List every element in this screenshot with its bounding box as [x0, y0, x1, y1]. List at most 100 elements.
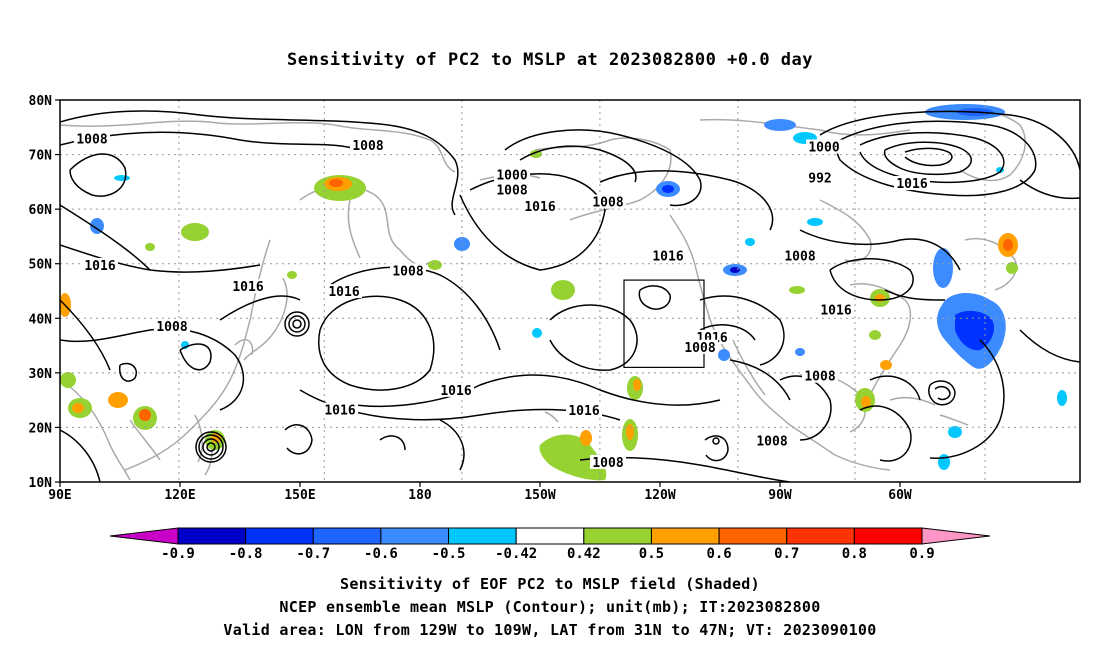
- lat-label: 40N: [29, 312, 53, 327]
- colorbar-low-arrow: [109, 527, 179, 545]
- colorbar-tick-label: 0.6: [706, 546, 731, 562]
- colorbar-box: [583, 527, 652, 545]
- lon-label: 150W: [524, 488, 555, 503]
- contour-label: 1008: [496, 184, 527, 199]
- contour-label: 1008: [392, 264, 423, 279]
- colorbar-tick-label: -0.42: [495, 546, 537, 562]
- colorbar-box: [786, 527, 855, 545]
- colorbar-tick-label: -0.9: [161, 546, 195, 562]
- caption-valid-area: Valid area: LON from 129W to 109W, LAT f…: [223, 621, 877, 639]
- lon-label: 60W: [888, 488, 912, 503]
- contour-label-bg: [682, 339, 718, 354]
- colorbar-box: [853, 527, 923, 545]
- lat-label: 30N: [29, 367, 53, 382]
- colorbar-tick-label: -0.6: [364, 546, 398, 562]
- longitude-axis: 90E 120E 150E 180 150W 120W 90W 60W: [48, 482, 912, 503]
- contour-label: 1016: [232, 280, 263, 295]
- colorbar-tick-label: 0.5: [639, 546, 664, 562]
- colorbar-box: [718, 527, 788, 545]
- contour-label: 1008: [784, 250, 815, 265]
- contour-label: 1008: [352, 139, 383, 154]
- contour-label: 1016: [652, 250, 683, 265]
- lat-label: 80N: [29, 94, 53, 109]
- map-frame: [59, 99, 1081, 483]
- contour-label: 1000: [496, 168, 527, 183]
- contour-label: 1016: [84, 259, 115, 274]
- contour-label: 1008: [76, 132, 107, 147]
- lat-label: 50N: [29, 258, 53, 273]
- contour-label-bg: [494, 182, 530, 197]
- contour-label: 1008: [592, 456, 623, 471]
- contour-label: 1008: [156, 320, 187, 335]
- colorbar-box: [245, 527, 314, 545]
- contour-label-bg: [230, 279, 266, 294]
- colorbar-box: [650, 527, 720, 545]
- colorbar-tick-label: 0.8: [842, 546, 867, 562]
- colorbar-box: [312, 527, 382, 545]
- colorbar-tick-label: -0.8: [229, 546, 263, 562]
- contour-label-bg: [806, 139, 842, 154]
- contour-label-bg: [522, 198, 558, 213]
- lon-label: 180: [408, 488, 432, 503]
- lon-label: 120W: [644, 488, 675, 503]
- contour-label-bg: [818, 302, 854, 317]
- contour-label: 1008: [592, 196, 623, 211]
- contour-label: 1008: [756, 435, 787, 450]
- contour-label: 1008: [684, 341, 715, 356]
- lon-label: 90E: [48, 488, 71, 503]
- colorbar-box: [177, 527, 247, 545]
- lon-label: 90W: [768, 488, 792, 503]
- contour-label: 1016: [524, 200, 555, 215]
- contour-label: 1016: [324, 404, 355, 419]
- valid-area-box: [623, 279, 705, 369]
- contour-label-bg: [82, 257, 118, 272]
- caption-contour: NCEP ensemble mean MSLP (Contour); unit(…: [279, 598, 821, 616]
- contour-label-bg: [650, 248, 686, 263]
- contour-label: 1008: [804, 370, 835, 385]
- contour-label-bg: [350, 137, 386, 152]
- grid-lines: [60, 100, 1080, 482]
- lon-label: 150E: [284, 488, 315, 503]
- colorbar-tick-label: 0.9: [909, 546, 934, 562]
- colorbar: -0.9 -0.8 -0.7 -0.6 -0.5 -0.42 0.42 0.5 0.6 0.7 0.…: [109, 527, 991, 562]
- lat-label: 10N: [29, 476, 53, 491]
- lat-label: 20N: [29, 421, 53, 436]
- colorbar-tick-label: 0.7: [774, 546, 799, 562]
- contour-label-bg: [438, 382, 474, 397]
- lat-label: 60N: [29, 203, 53, 218]
- contour-label-bg: [782, 248, 818, 263]
- lat-label: 70N: [29, 149, 53, 164]
- contour-label-bg: [590, 454, 626, 469]
- contour-label: 1016: [440, 384, 471, 399]
- contour-label-bg: [154, 319, 190, 334]
- colorbar-box: [515, 527, 585, 545]
- contour-label-bg: [74, 131, 110, 146]
- colorbar-tick-label: -0.7: [296, 546, 330, 562]
- contour-label-bg: [390, 263, 426, 278]
- contour-label-bg: [494, 167, 530, 182]
- colorbar-tick-label: 0.42: [567, 546, 601, 562]
- page-title: Sensitivity of PC2 to MSLP at 2023082800…: [286, 50, 813, 70]
- contour-label-bg: [590, 194, 626, 209]
- contour-label-bg: [754, 433, 790, 448]
- contour-label-bg: [802, 368, 838, 383]
- contour-label: 1016: [568, 404, 599, 419]
- contour-label: 1016: [328, 285, 359, 300]
- contour-label: 992: [808, 172, 831, 187]
- caption-shading: Sensitivity of EOF PC2 to MSLP field (Sh…: [340, 575, 760, 593]
- contour-label: 1000: [808, 140, 839, 155]
- colorbar-tick-label: -0.5: [432, 546, 466, 562]
- contour-label: 1016: [896, 177, 927, 192]
- latitude-axis: 80N 70N 60N 50N 40N 30N 20N 10N: [29, 94, 60, 491]
- colorbar-box: [380, 527, 450, 545]
- colorbar-box: [448, 527, 517, 545]
- contour-label-bg: [566, 403, 602, 418]
- contour-label-bg: [326, 284, 362, 299]
- contour-label-bg: [806, 170, 834, 185]
- contour-label-bg: [894, 176, 930, 191]
- contour-label: 1016: [820, 304, 851, 319]
- contour-label-bg: [322, 402, 358, 417]
